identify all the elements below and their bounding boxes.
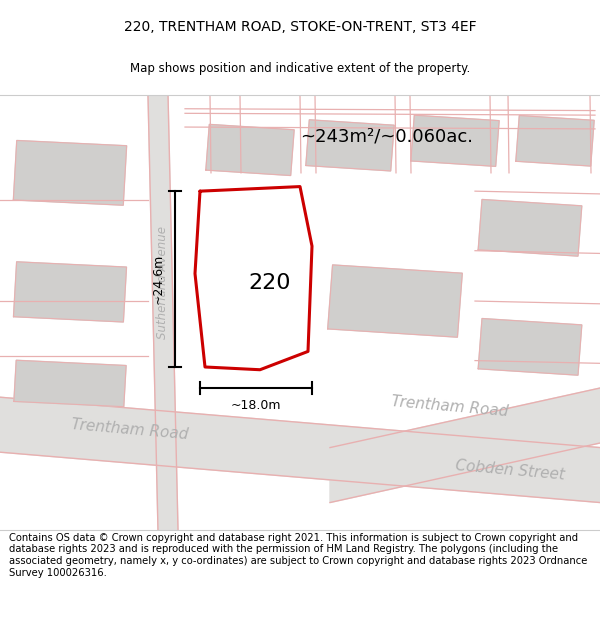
Text: Sutherland Avenue: Sutherland Avenue — [157, 226, 170, 339]
Polygon shape — [330, 388, 600, 502]
Text: Trentham Road: Trentham Road — [71, 417, 189, 442]
Text: ~24.6m: ~24.6m — [152, 254, 165, 304]
Polygon shape — [411, 115, 499, 166]
Text: 220, TRENTHAM ROAD, STOKE-ON-TRENT, ST3 4EF: 220, TRENTHAM ROAD, STOKE-ON-TRENT, ST3 … — [124, 19, 476, 34]
Polygon shape — [206, 124, 294, 176]
Polygon shape — [478, 319, 582, 375]
Text: Map shows position and indicative extent of the property.: Map shows position and indicative extent… — [130, 62, 470, 75]
Text: Cobden Street: Cobden Street — [455, 458, 565, 482]
Polygon shape — [478, 199, 582, 256]
Text: ~243m²/~0.060ac.: ~243m²/~0.060ac. — [300, 127, 473, 145]
Text: ~18.0m: ~18.0m — [231, 399, 281, 412]
Polygon shape — [13, 141, 127, 205]
Polygon shape — [516, 116, 594, 166]
Polygon shape — [14, 262, 127, 322]
Polygon shape — [306, 120, 394, 171]
Polygon shape — [328, 265, 462, 337]
Polygon shape — [0, 398, 600, 502]
Polygon shape — [148, 95, 178, 530]
Polygon shape — [14, 360, 126, 407]
Text: Contains OS data © Crown copyright and database right 2021. This information is : Contains OS data © Crown copyright and d… — [9, 533, 587, 578]
Text: 220: 220 — [249, 272, 291, 292]
Text: Trentham Road: Trentham Road — [391, 394, 509, 419]
